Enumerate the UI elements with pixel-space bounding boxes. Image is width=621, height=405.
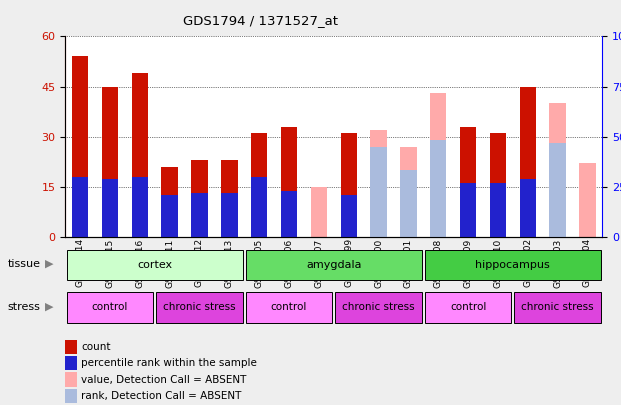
Bar — [579, 164, 596, 237]
Bar — [156, 292, 243, 323]
Bar — [400, 170, 417, 237]
Bar — [425, 292, 511, 323]
Text: tissue: tissue — [7, 259, 40, 269]
Bar — [550, 143, 566, 237]
Bar — [191, 193, 207, 237]
Bar — [550, 103, 566, 237]
Text: stress: stress — [7, 302, 40, 311]
Bar — [460, 127, 476, 237]
Bar — [221, 193, 238, 237]
Bar — [132, 73, 148, 237]
Bar — [72, 57, 88, 237]
Text: control: control — [92, 303, 128, 312]
Bar — [514, 292, 601, 323]
Bar — [66, 249, 243, 280]
Text: control: control — [450, 303, 486, 312]
Bar — [490, 133, 506, 237]
Text: chronic stress: chronic stress — [163, 303, 236, 312]
Bar — [425, 249, 601, 280]
Bar — [246, 249, 422, 280]
Text: chronic stress: chronic stress — [342, 303, 415, 312]
Bar — [281, 191, 297, 237]
Bar — [65, 356, 77, 371]
Text: hippocampus: hippocampus — [476, 260, 550, 270]
Bar — [335, 292, 422, 323]
Bar — [102, 87, 118, 237]
Text: chronic stress: chronic stress — [521, 303, 594, 312]
Text: cortex: cortex — [137, 260, 172, 270]
Bar — [246, 292, 332, 323]
Text: amygdala: amygdala — [306, 260, 361, 270]
Bar — [281, 127, 297, 237]
Text: GDS1794 / 1371527_at: GDS1794 / 1371527_at — [183, 14, 338, 27]
Bar — [310, 187, 327, 237]
Bar — [102, 179, 118, 237]
Bar — [370, 130, 387, 237]
Bar — [65, 373, 77, 387]
Bar — [430, 93, 446, 237]
Bar — [251, 177, 268, 237]
Text: ▶: ▶ — [45, 302, 53, 311]
Bar — [161, 167, 178, 237]
Text: rank, Detection Call = ABSENT: rank, Detection Call = ABSENT — [81, 391, 242, 401]
Text: ▶: ▶ — [45, 259, 53, 269]
Text: count: count — [81, 342, 111, 352]
Bar — [340, 133, 357, 237]
Text: control: control — [271, 303, 307, 312]
Bar — [490, 183, 506, 237]
Bar — [132, 177, 148, 237]
Bar — [161, 195, 178, 237]
Bar — [430, 140, 446, 237]
Bar — [65, 389, 77, 403]
Bar — [460, 183, 476, 237]
Bar — [370, 147, 387, 237]
Bar — [72, 177, 88, 237]
Bar — [340, 133, 357, 237]
Bar — [520, 179, 536, 237]
Bar — [340, 195, 357, 237]
Bar — [66, 292, 153, 323]
Text: percentile rank within the sample: percentile rank within the sample — [81, 358, 257, 369]
Bar — [191, 160, 207, 237]
Text: value, Detection Call = ABSENT: value, Detection Call = ABSENT — [81, 375, 247, 385]
Bar — [65, 340, 77, 354]
Bar — [221, 160, 238, 237]
Bar — [520, 87, 536, 237]
Bar — [251, 133, 268, 237]
Bar — [400, 147, 417, 237]
